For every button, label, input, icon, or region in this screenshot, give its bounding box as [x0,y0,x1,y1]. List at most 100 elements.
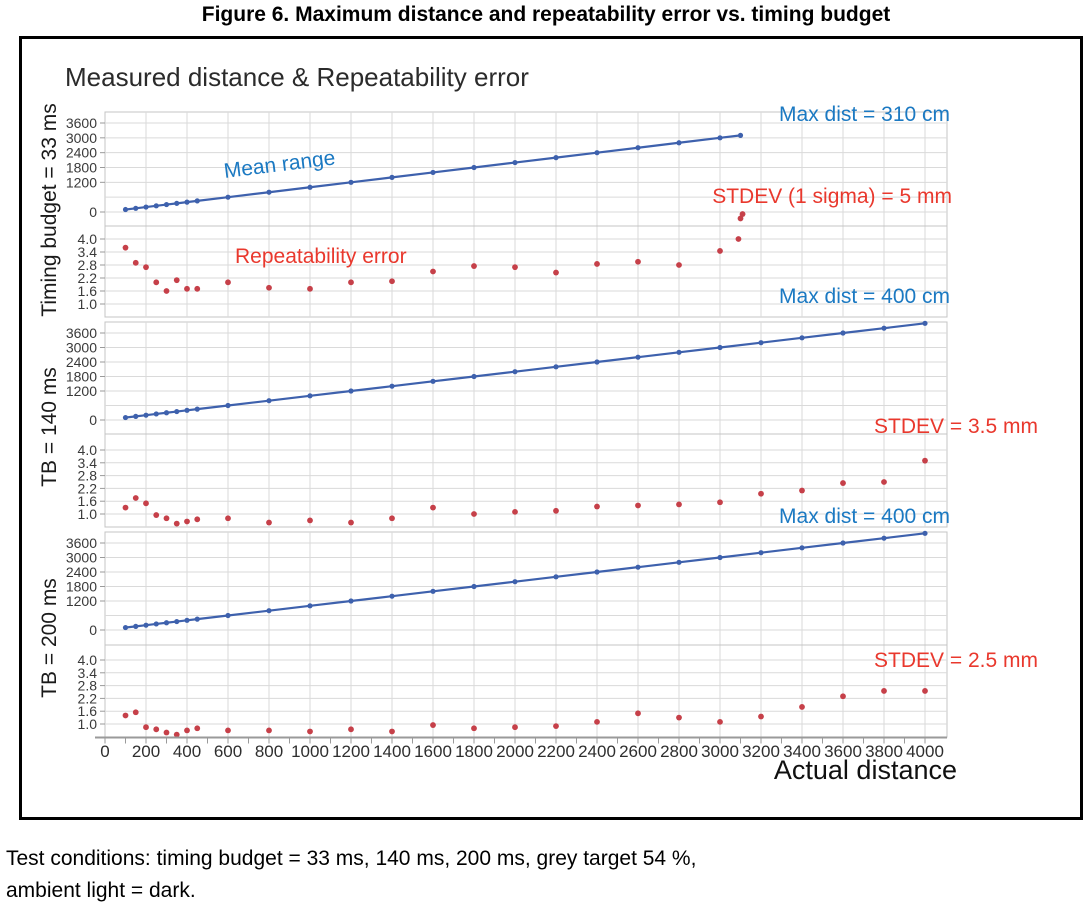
mean-range-point [225,402,231,409]
repeatability-point [389,728,395,735]
repeatability-point [553,507,559,514]
panel3-group-label: TB = 200 ms [38,578,61,698]
range-tick-label: 3000 [66,340,97,356]
repeatability-point [348,726,354,733]
mean-range-point [512,579,518,585]
x-tick-label: 3600 [824,742,862,761]
mean-range-point [348,179,354,185]
mean-range-point [717,135,723,141]
repeatability-point [163,288,170,294]
error-tick-label: 4.0 [78,442,98,458]
repeatability-point [266,519,272,526]
repeatability-point [471,263,477,269]
mean-range-point [922,530,928,536]
repeatability-point [173,277,180,284]
mean-range-point [153,411,159,417]
repeatability-point [389,278,395,285]
error-tick-label: 2.2 [78,270,98,286]
mean-range-point [471,583,477,590]
mean-range-point [512,159,518,166]
repeatability-point [348,519,354,526]
error-tick-label: 2.2 [78,690,98,706]
mean-range-point [430,588,436,594]
repeatability-point [348,279,354,286]
mean-range-point [122,414,129,421]
mean-range-point [717,554,723,561]
x-tick-label: 2200 [537,742,575,761]
x-tick-label: 1800 [455,742,493,761]
error-tick-label: 3.4 [78,665,98,681]
error-tick-label: 3.4 [78,455,98,471]
mean-range-point [717,344,723,351]
repeatability-point [132,259,139,266]
repeatability-point [225,727,231,734]
repeatability-point [132,709,139,716]
repeatability-point [840,480,846,486]
mean-range-point [553,155,559,161]
repeatability-point [799,704,805,710]
repeatability-point [307,285,313,292]
mean-range-point [194,198,200,204]
repeatability-point [184,518,190,525]
mean-range-point [758,340,764,346]
x-tick-label: 600 [214,742,242,761]
mean-range-point [594,359,600,365]
mean-range-point [471,164,477,171]
mean-range-point [635,564,641,570]
mean-range-point [143,204,149,210]
panel3-max-dist-annotation: Max dist = 400 cm [779,505,950,528]
panel-grid-block [104,321,948,528]
repeatability-point [717,499,723,506]
repeatability-point [471,725,477,732]
repeatability-point [739,211,746,217]
error-tick-label: 4.0 [78,231,98,247]
error-tick-label: 2.8 [78,257,98,273]
panel-grid-block [104,111,948,318]
mean-range-point [122,206,129,213]
mean-range-point [143,412,149,418]
range-tick-label: 1200 [66,174,97,190]
x-tick-label: 2800 [660,742,698,761]
mean-range-point [153,621,159,627]
panel3-stdev-annotation: STDEV = 2.5 mm [874,649,1038,672]
mean-range-point [184,617,190,623]
x-tick-label: 3800 [865,742,903,761]
repeatability-point [266,284,272,291]
range-tick-label: 3600 [66,535,97,551]
panel1-max-dist-annotation: Max dist = 310 cm [779,103,950,126]
mean-range-point [133,205,139,211]
repeatability-point [758,490,764,497]
mean-range-point [133,413,139,419]
x-tick-label: 1000 [291,742,329,761]
range-tick-label: 3600 [66,115,97,131]
panel2-max-dist-annotation: Max dist = 400 cm [779,285,950,308]
mean-range-point [174,200,180,206]
mean-range-point [348,388,354,394]
range-tick-label: 2400 [66,564,97,580]
mean-range-point [389,174,395,180]
range-tick-label: 2400 [66,354,97,370]
repeatability-point [163,515,170,522]
x-tick-label: 2400 [578,742,616,761]
repeatability-point [922,688,928,694]
repeatability-point [676,262,682,268]
repeatability-point [194,516,201,523]
repeatability-point [635,502,641,509]
repeatability-point [194,725,201,732]
repeatability-point [881,479,887,485]
mean-range-point [676,140,682,146]
range-tick-label: 3600 [66,325,97,341]
repeatability-point [122,244,129,251]
mean-range-point [881,325,887,331]
mean-range-point [676,559,682,565]
range-tick-label: 3000 [66,130,97,146]
mean-range-line [125,134,741,211]
chart-title: Measured distance & Repeatability error [65,62,529,92]
mean-range-point [922,320,928,326]
error-tick-label: 2.8 [78,678,98,694]
mean-range-point [471,373,477,380]
mean-range-point [153,203,159,209]
repeatability-point [737,215,744,222]
mean-range-point [266,608,272,614]
